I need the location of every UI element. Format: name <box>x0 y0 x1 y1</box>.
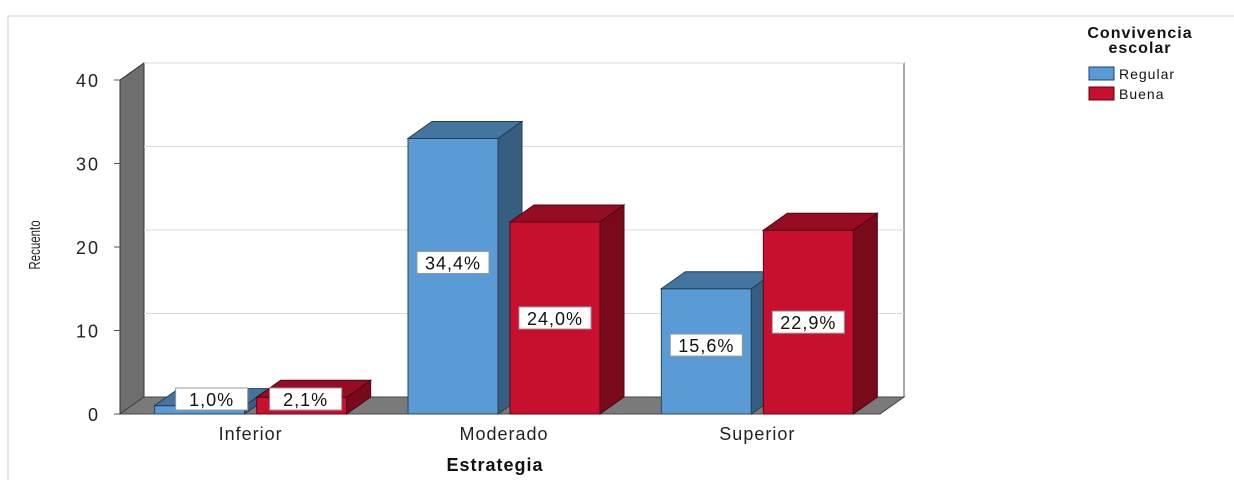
bar-front <box>407 137 499 415</box>
bar-top <box>406 120 524 139</box>
data-label-box <box>518 306 592 330</box>
data-label: 1,0% <box>175 387 249 411</box>
x-category-label: Moderado <box>459 424 548 444</box>
y-axis-label: Recuento <box>25 220 43 270</box>
data-label-box <box>416 250 490 274</box>
data-label-text: 1,0% <box>189 390 234 410</box>
y-tick-label: 20 <box>76 238 100 258</box>
legend-swatch-regular <box>1088 66 1115 81</box>
bar-side <box>852 212 878 415</box>
x-axis-label: Estrategia <box>446 455 543 475</box>
y-tick-label: 10 <box>76 322 100 342</box>
data-label-text: 2,1% <box>283 390 328 410</box>
legend-title-line2: escolar <box>1108 40 1171 57</box>
data-label-text: 24,0% <box>527 309 583 329</box>
legend: Convivencia escolar Regular Buena <box>1087 25 1192 102</box>
data-labels: 1,0% 2,1% 34,4% 24,0% 15,6% 22,9% <box>175 250 845 411</box>
data-label-text: 34,4% <box>425 253 481 273</box>
data-label: 24,0% <box>518 306 592 330</box>
data-label-text: 15,6% <box>678 336 734 356</box>
legend-title: Convivencia <box>1087 25 1192 42</box>
data-label: 22,9% <box>771 310 845 334</box>
bar-side <box>599 203 625 415</box>
bar-top <box>508 204 626 223</box>
y-tick-label: 30 <box>76 155 100 175</box>
y-tick-label: 40 <box>76 71 100 91</box>
data-label: 15,6% <box>669 333 743 357</box>
data-label-box <box>669 333 743 357</box>
data-label-box <box>771 310 845 334</box>
data-label: 34,4% <box>416 250 490 274</box>
plot-left-wall <box>119 62 145 415</box>
x-axis-categories: Inferior Moderado Superior <box>219 424 795 444</box>
y-axis-ticks: 0 10 20 30 40 <box>76 71 120 425</box>
legend-swatch-buena <box>1088 86 1115 101</box>
legend-label-regular: Regular <box>1119 66 1175 82</box>
data-label-box <box>175 387 249 411</box>
data-label: 2,1% <box>269 387 343 411</box>
data-label-text: 22,9% <box>780 313 836 333</box>
bar-top <box>761 212 879 231</box>
legend-label-buena: Buena <box>1119 86 1164 102</box>
x-category-label: Inferior <box>219 424 283 444</box>
y-tick-label: 0 <box>88 405 100 425</box>
x-category-label: Superior <box>719 424 795 444</box>
data-label-box <box>269 387 343 411</box>
